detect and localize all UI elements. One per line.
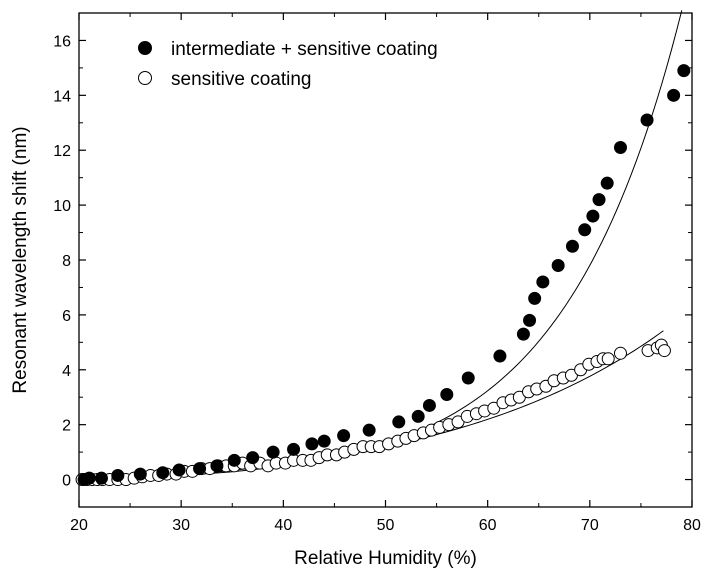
legend-marker-1 (138, 41, 152, 55)
y-tick-label: 6 (62, 308, 71, 325)
x-tick-label: 70 (581, 517, 599, 534)
y-tick-label: 4 (62, 363, 71, 380)
x-tick-label: 30 (172, 517, 190, 534)
filled-data-point (392, 415, 406, 429)
y-tick-label: 2 (62, 418, 71, 435)
fit-curve-2 (78, 330, 664, 483)
filled-data-point (172, 463, 186, 477)
x-tick-label: 20 (70, 517, 88, 534)
open-data-point (613, 346, 627, 360)
filled-data-point (640, 113, 654, 127)
x-tick-label: 60 (479, 517, 497, 534)
fit-curve-1 (78, 10, 683, 480)
filled-data-point (578, 223, 592, 237)
x-tick-label: 80 (683, 517, 701, 534)
filled-data-point (440, 387, 454, 401)
y-tick-label: 16 (53, 33, 71, 50)
filled-data-point (667, 88, 681, 102)
x-tick-label: 40 (274, 517, 292, 534)
x-tick-label: 50 (377, 517, 395, 534)
legend-label-2: sensitive coating (171, 69, 311, 90)
filled-data-point (246, 451, 260, 465)
filled-data-point (305, 437, 319, 451)
filled-data-point (411, 409, 425, 423)
fit-curves (78, 10, 683, 483)
filled-data-point (613, 140, 627, 154)
legend-label-1: intermediate + sensitive coating (171, 39, 438, 60)
axes: 20 30 40 50 60 70 80 0 2 4 6 8 10 12 14 16 (53, 12, 701, 534)
filled-data-point (362, 423, 376, 437)
open-data-point (601, 352, 615, 366)
filled-data-point (337, 429, 351, 443)
filled-data-point (193, 462, 207, 476)
filled-data-point (111, 468, 125, 482)
filled-data-point (94, 471, 108, 485)
x-axis-title: Relative Humidity (%) (294, 548, 477, 569)
filled-data-point (227, 453, 241, 467)
y-tick-label: 10 (53, 198, 71, 215)
filled-data-point (133, 467, 147, 481)
filled-data-point (528, 291, 542, 305)
filled-data-point (592, 193, 606, 207)
filled-data-point (156, 466, 170, 480)
filled-data-point (493, 349, 507, 363)
legend-marker-2 (138, 71, 152, 85)
y-tick-label: 8 (62, 253, 71, 270)
filled-data-point (516, 327, 530, 341)
filled-data-point (586, 209, 600, 223)
filled-data-point (210, 459, 224, 473)
filled-data-point (536, 275, 550, 289)
y-tick-label: 12 (53, 143, 71, 160)
filled-data-point (82, 471, 96, 485)
filled-data-point (565, 239, 579, 253)
open-data-point (657, 344, 671, 358)
y-tick-label: 0 (62, 473, 71, 490)
y-tick-label: 14 (53, 88, 71, 105)
y-axis-title: Resonant wavelength shift (nm) (10, 126, 31, 393)
filled-data-point (266, 445, 280, 459)
filled-data-point (317, 434, 331, 448)
data-markers (75, 64, 691, 487)
filled-data-point (600, 176, 614, 190)
filled-data-point (461, 371, 475, 385)
legend: intermediate + sensitive coating sensitiv… (138, 39, 438, 90)
filled-data-point (422, 398, 436, 412)
filled-data-point (287, 442, 301, 456)
filled-data-point (523, 313, 537, 327)
filled-data-point (677, 64, 691, 78)
filled-data-point (551, 258, 565, 272)
